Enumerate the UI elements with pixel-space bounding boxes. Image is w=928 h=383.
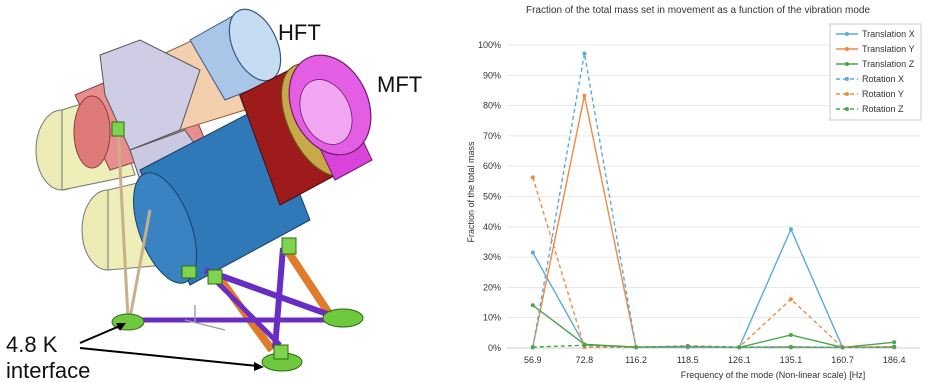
series-line-0 — [532, 227, 895, 349]
data-point — [788, 297, 793, 302]
y-axis-ticks: 0% 10% 20% 30% 40% 50% 60% 70% 80% 90% 100% — [478, 40, 501, 353]
legend-marker — [845, 77, 849, 81]
legend: Translation X Translation Y Translation Z R… — [829, 23, 922, 121]
data-point — [582, 93, 587, 98]
x-tick-label: 118.5 — [677, 355, 699, 365]
data-point — [788, 227, 793, 232]
data-point — [892, 340, 897, 345]
support-legs — [116, 129, 334, 353]
y-tick-label: 60% — [483, 161, 501, 171]
y-tick-label: 10% — [483, 313, 501, 323]
cryostat-assembly-illustration: HFT MFT 4.8 K interface — [6, 8, 422, 383]
series-line-1 — [532, 95, 895, 349]
data-point — [892, 344, 897, 349]
legend-marker — [845, 47, 849, 51]
series-line-4 — [532, 177, 895, 349]
legend-label: Rotation Z — [862, 104, 904, 114]
data-point — [530, 303, 535, 308]
interface-label-line1: 4.8 K — [6, 332, 58, 357]
x-tick-label: 72.8 — [576, 355, 594, 365]
data-point — [685, 344, 690, 349]
mass-fraction-chart: Fraction of the total mass set in moveme… — [466, 5, 922, 380]
legend-label: Rotation X — [862, 74, 904, 84]
y-tick-label: 20% — [483, 282, 501, 292]
x-tick-label: 56.9 — [524, 355, 542, 365]
data-point — [582, 343, 587, 348]
mft-horn — [288, 54, 373, 181]
y-tick-label: 30% — [483, 252, 501, 262]
x-tick-label: 135.1 — [780, 355, 803, 365]
data-point — [530, 345, 535, 350]
legend-label: Translation Z — [862, 59, 915, 69]
data-point — [530, 250, 535, 255]
legend-label: Rotation Y — [862, 89, 904, 99]
legend-marker — [845, 92, 849, 96]
data-point — [788, 332, 793, 337]
data-point — [788, 345, 793, 350]
mft-label: MFT — [377, 72, 422, 97]
x-tick-label: 186.4 — [883, 355, 906, 365]
data-point — [737, 345, 742, 350]
x-axis-ticks: 56.9 72.8 116.2 118.5 126.1 135.1 160.7 186.4 — [524, 355, 905, 365]
green-feet — [111, 121, 364, 372]
y-tick-label: 50% — [483, 192, 501, 202]
y-axis-label: Fraction of the total mass — [466, 141, 476, 243]
y-tick-label: 80% — [483, 101, 501, 111]
data-point — [840, 345, 845, 350]
interface-label-line2: interface — [6, 358, 90, 383]
hft-label: HFT — [278, 20, 321, 45]
legend-label: Translation X — [862, 29, 915, 39]
y-tick-label: 90% — [483, 70, 501, 80]
interface-arrows — [79, 323, 264, 371]
legend-marker — [845, 107, 849, 111]
data-point — [634, 345, 639, 350]
data-point — [582, 51, 587, 56]
chart-title: Fraction of the total mass set in moveme… — [526, 5, 871, 16]
y-tick-label: 100% — [478, 40, 501, 50]
legend-marker — [845, 32, 849, 36]
x-axis-label: Frequency of the mode (Non-linear scale)… — [681, 370, 866, 380]
y-tick-label: 40% — [483, 222, 501, 232]
x-tick-label: 116.2 — [625, 355, 647, 365]
legend-label: Translation Y — [862, 44, 915, 54]
data-point — [530, 175, 535, 180]
series-lines — [530, 51, 897, 350]
x-tick-label: 160.7 — [831, 355, 854, 365]
legend-marker — [845, 62, 849, 66]
y-tick-label: 0% — [488, 343, 501, 353]
series-line-5 — [532, 344, 895, 349]
y-tick-label: 70% — [483, 131, 501, 141]
x-tick-label: 126.1 — [728, 355, 751, 365]
legend-box — [829, 23, 922, 121]
